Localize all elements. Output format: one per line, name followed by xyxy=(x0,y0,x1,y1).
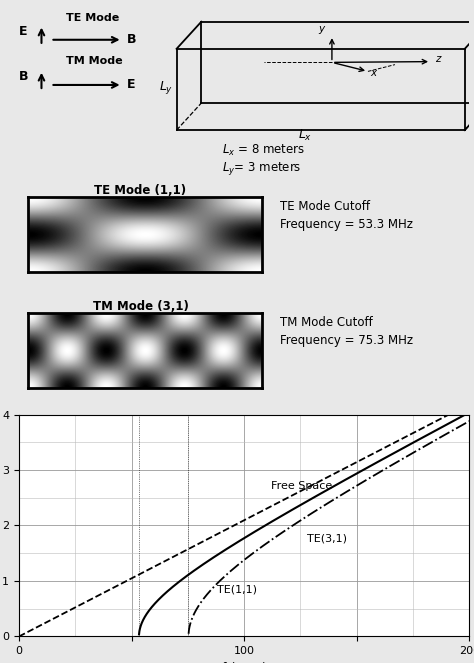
Text: Frequency = 53.3 MHz: Frequency = 53.3 MHz xyxy=(280,218,413,231)
Text: Frequency = 75.3 MHz: Frequency = 75.3 MHz xyxy=(280,334,413,347)
Text: TM Mode Cutoff: TM Mode Cutoff xyxy=(280,316,373,329)
Text: Free Space: Free Space xyxy=(271,481,332,491)
Text: TM Mode: TM Mode xyxy=(66,56,123,66)
Text: TM Mode (3,1): TM Mode (3,1) xyxy=(92,300,189,313)
Text: $L_x$: $L_x$ xyxy=(298,128,312,143)
Text: $L_y$= 3 meters: $L_y$= 3 meters xyxy=(221,160,301,177)
Text: z: z xyxy=(436,54,441,64)
Text: y: y xyxy=(319,25,325,34)
Text: TE(1,1): TE(1,1) xyxy=(217,584,257,594)
Text: TE Mode: TE Mode xyxy=(66,13,119,23)
Text: B: B xyxy=(19,70,28,84)
X-axis label: f (MHz): f (MHz) xyxy=(222,662,266,663)
Text: $L_x$ = 8 meters: $L_x$ = 8 meters xyxy=(221,143,305,158)
Text: B: B xyxy=(127,32,137,46)
Text: TE Mode Cutoff: TE Mode Cutoff xyxy=(280,200,370,213)
Text: x: x xyxy=(370,68,376,78)
Text: TE Mode (1,1): TE Mode (1,1) xyxy=(94,184,187,197)
Text: E: E xyxy=(127,78,136,91)
Text: E: E xyxy=(19,25,27,38)
Text: $L_y$: $L_y$ xyxy=(158,79,173,95)
Text: TE(3,1): TE(3,1) xyxy=(307,533,347,543)
